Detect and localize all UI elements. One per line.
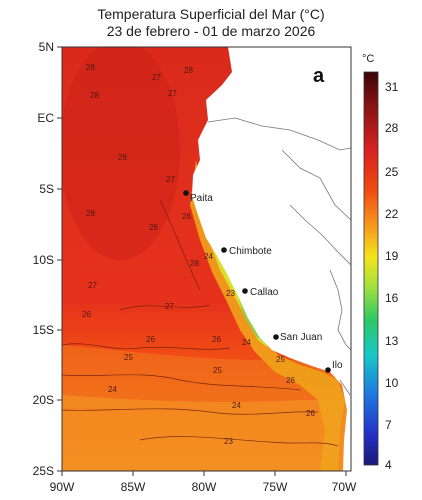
isotherm-label: 28 <box>184 66 193 75</box>
colorbar-tick: 4 <box>385 458 392 472</box>
city-marker <box>325 367 331 373</box>
colorbar-tick: 19 <box>385 249 399 263</box>
colorbar-tick: 7 <box>385 418 392 432</box>
isotherm-label: 27 <box>88 281 97 290</box>
lat-label: 20S <box>32 393 54 407</box>
city-label-ilo: Ilo <box>332 360 343 371</box>
colorbar-tick: 31 <box>385 80 399 94</box>
isotherm-label: 28 <box>118 153 127 162</box>
lat-label: EC <box>37 111 54 125</box>
city-marker <box>273 334 279 340</box>
isotherm-label: 27 <box>166 175 175 184</box>
isotherm-label: 25 <box>276 355 285 364</box>
isotherm-label: 26 <box>306 409 315 418</box>
title-line-2: 23 de febrero - 01 de marzo 2026 <box>106 23 316 39</box>
isotherm-label: 24 <box>204 252 213 261</box>
lat-label: 5N <box>38 40 54 54</box>
isotherm-label: 24 <box>232 401 241 410</box>
sea-surface <box>62 47 351 471</box>
lat-label: 10S <box>32 253 54 267</box>
isotherm-label: 28 <box>86 209 95 218</box>
isotherm-label: 23 <box>224 437 233 446</box>
isotherm-label: 26 <box>212 335 221 344</box>
city-marker <box>221 247 227 253</box>
lat-label: 15S <box>32 323 54 337</box>
isotherm-label: 25 <box>213 366 222 375</box>
colorbar-tick: 28 <box>385 121 399 135</box>
isotherm-label: 27 <box>165 302 174 311</box>
lon-label: 90W <box>49 480 75 494</box>
map-title: Temperatura Superficial del Mar (°C) 23 … <box>0 6 422 40</box>
city-label-callao: Callao <box>250 287 279 298</box>
colorbar-tick: 10 <box>385 376 399 390</box>
panel-label: a <box>313 65 325 87</box>
lat-label: 25S <box>32 464 54 478</box>
city-label-san-juan: San Juan <box>280 332 322 343</box>
colorbar-tick: 16 <box>385 291 399 305</box>
isotherm-label: 26 <box>286 376 295 385</box>
isotherm-label: 28 <box>90 91 99 100</box>
city-marker <box>183 190 189 196</box>
isotherm-label: 24 <box>242 338 251 347</box>
city-label-paita: Paita <box>190 193 213 204</box>
lon-label: 80W <box>191 480 217 494</box>
lon-label: 70W <box>331 480 357 494</box>
title-line-1: Temperatura Superficial del Mar (°C) <box>97 6 325 22</box>
isotherm-label: 28 <box>190 259 199 268</box>
city-marker <box>242 288 248 294</box>
city-label-chimbote: Chimbote <box>229 246 272 257</box>
isotherm-label: 26 <box>182 212 191 221</box>
isotherm-label: 23 <box>226 289 235 298</box>
isotherm-label: 24 <box>108 385 117 394</box>
colorbar-tick: 25 <box>385 165 399 179</box>
isotherm-label: 25 <box>124 353 133 362</box>
colorbar <box>363 71 379 466</box>
lon-label: 75W <box>262 480 288 494</box>
isotherm-label: 27 <box>168 89 177 98</box>
isotherm-label: 26 <box>82 310 91 319</box>
colorbar-unit: °C <box>362 53 375 65</box>
isotherm-label: 28 <box>86 63 95 72</box>
colorbar-tick: 22 <box>385 207 399 221</box>
lat-label: 5S <box>39 182 54 196</box>
isotherm-label: 26 <box>146 335 155 344</box>
isotherm-label: 26 <box>149 223 158 232</box>
isotherm-label: 27 <box>152 73 161 82</box>
colorbar-tick: 13 <box>385 334 399 348</box>
lon-label: 85W <box>120 480 146 494</box>
